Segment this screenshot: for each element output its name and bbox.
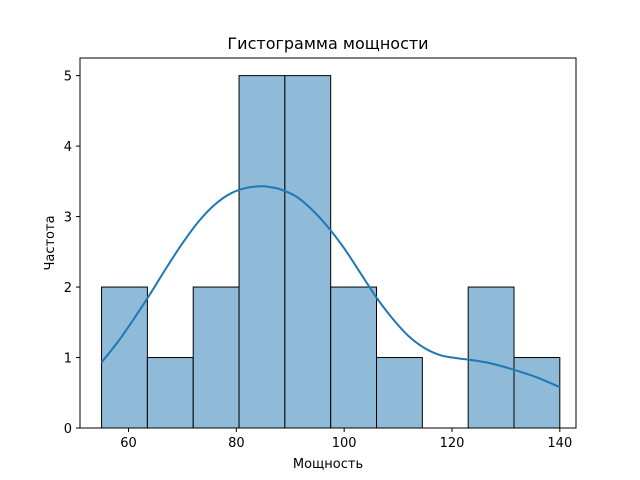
kde-curve <box>100 185 561 389</box>
x-tick-label: 60 <box>120 436 137 451</box>
plot-area-frame <box>79 57 577 429</box>
x-tick-label: 100 <box>332 436 357 451</box>
histogram-bar <box>284 75 332 429</box>
y-tick-label: 1 <box>64 352 72 367</box>
histogram-bar <box>192 286 240 429</box>
y-tick-label: 0 <box>64 422 72 437</box>
x-tick-label: 80 <box>228 436 245 451</box>
histogram-bar <box>467 286 515 429</box>
y-axis-ticks: 0 1 2 3 4 5 <box>64 70 80 437</box>
y-axis-label: Частота <box>43 215 58 270</box>
x-tick-label: 120 <box>440 436 465 451</box>
x-tick-label: 140 <box>547 436 572 451</box>
y-tick-label: 5 <box>64 70 72 85</box>
y-tick-label: 4 <box>64 140 72 155</box>
histogram-bar <box>376 357 423 429</box>
y-tick-label: 2 <box>64 281 72 296</box>
histogram-bar <box>513 357 561 429</box>
bars-layer <box>101 75 561 429</box>
histogram-bar <box>330 286 378 429</box>
x-axis-ticks: 60 80 100 120 140 <box>120 428 572 451</box>
x-axis-label: Мощность <box>293 457 363 472</box>
histogram-bar <box>238 75 286 429</box>
y-tick-label: 3 <box>64 211 72 226</box>
chart-title: Гистограмма мощности <box>227 34 428 53</box>
histogram-bar <box>146 357 194 429</box>
